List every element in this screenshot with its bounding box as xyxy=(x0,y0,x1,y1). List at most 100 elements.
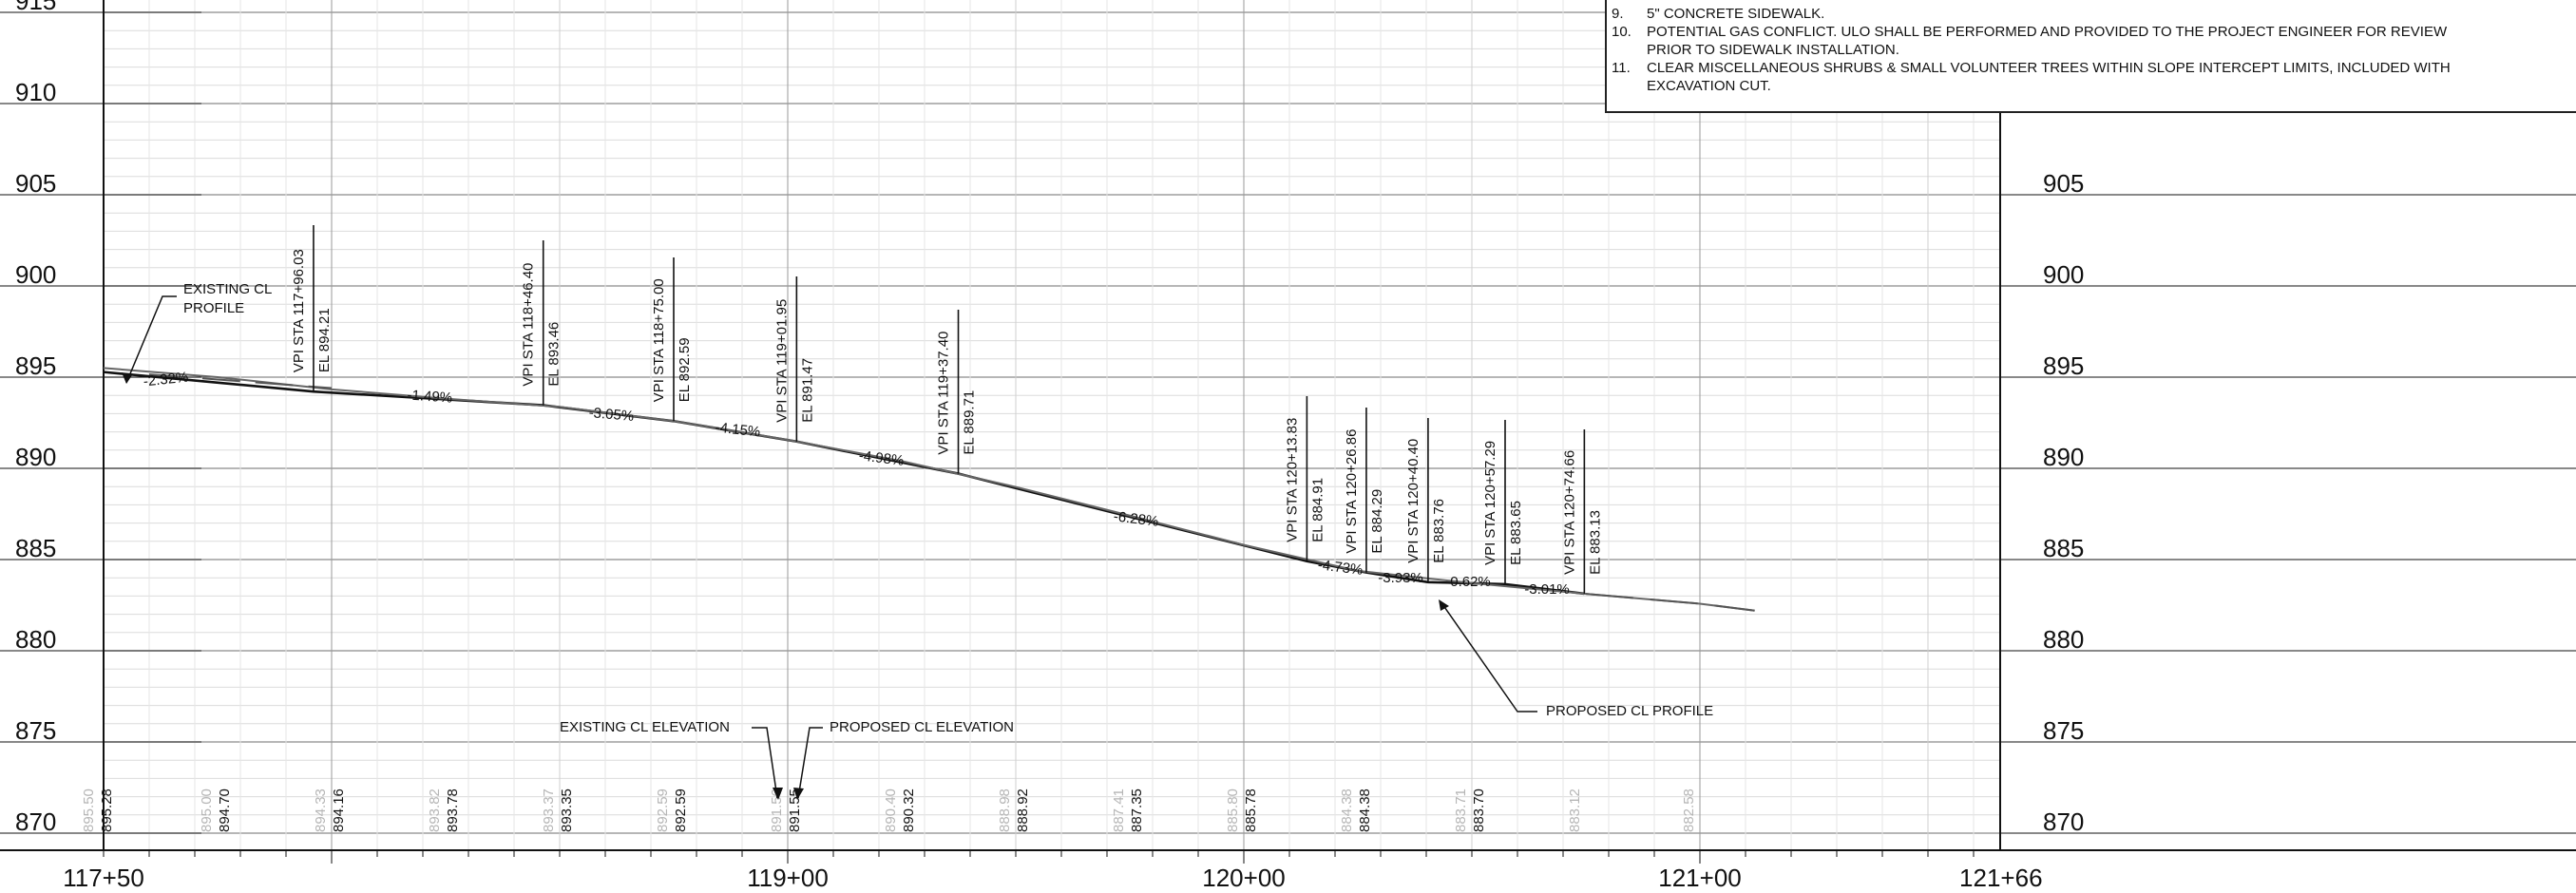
existing-elev-label: 892.59 xyxy=(655,788,671,832)
existing-elev-label: 888.98 xyxy=(997,788,1013,832)
proposed-elev-label: 893.78 xyxy=(445,788,461,832)
vpi-elevation: EL 893.46 xyxy=(546,322,563,387)
callout-arrowhead xyxy=(773,788,783,800)
callout-arrowhead xyxy=(793,788,804,800)
grade-label: -4.15% xyxy=(715,420,761,441)
vpi-elevation: EL 883.76 xyxy=(1431,499,1447,563)
proposed-elev-label: 894.70 xyxy=(217,788,233,832)
proposed-profile-callout: PROPOSED CL PROFILE xyxy=(1546,703,1713,719)
existing-elev-label: 894.33 xyxy=(313,788,329,832)
proposed-elev-label: 887.35 xyxy=(1129,788,1145,832)
vpi-elevation: EL 894.21 xyxy=(316,308,333,372)
y-label-left: 870 xyxy=(15,808,56,836)
proposed-elev-label: 888.92 xyxy=(1015,788,1031,832)
x-label: 117+50 xyxy=(63,864,144,892)
vpi-station: VPI STA 118+75.00 xyxy=(651,278,667,402)
callout-arrowhead xyxy=(1439,599,1449,611)
grade-label: -3.93% xyxy=(1378,570,1423,586)
callout-leader xyxy=(797,727,823,799)
callout-leader xyxy=(1440,600,1537,712)
vpi-elevation: EL 892.59 xyxy=(677,337,693,402)
callout-leader xyxy=(752,727,778,799)
existing-elev-label: 884.38 xyxy=(1339,788,1355,832)
proposed-elev-label: 895.28 xyxy=(99,788,115,832)
existing-profile-line xyxy=(103,367,1755,612)
grade-label: -3.01% xyxy=(1524,581,1570,598)
vpi-station: VPI STA 120+26.86 xyxy=(1344,429,1360,554)
y-label-right: 905 xyxy=(2043,169,2084,198)
x-label: 119+00 xyxy=(747,864,829,892)
grade-label: -0.62% xyxy=(1445,574,1491,590)
existing-elev-label: 882.58 xyxy=(1681,788,1697,832)
callout-leader xyxy=(125,295,177,384)
proposed-elev-label: 885.78 xyxy=(1243,788,1259,832)
profiles xyxy=(103,367,1755,612)
vpi-station: VPI STA 119+37.40 xyxy=(936,332,952,455)
y-label-left: 915 xyxy=(15,0,56,15)
grade-label: -2.32% xyxy=(143,370,189,390)
grade-label: -4.98% xyxy=(858,447,905,469)
callout-arrowhead xyxy=(122,372,132,384)
existing-elev-label: 891.56 xyxy=(769,788,785,832)
existing-elev-label: 885.80 xyxy=(1225,788,1241,832)
grid xyxy=(103,0,2000,850)
vpi-station: VPI STA 118+46.40 xyxy=(521,263,537,387)
existing-elev-label: 893.82 xyxy=(427,788,443,832)
callouts: EXISTING CL PROFILE PROPOSED CL PROFILE EXI… xyxy=(122,281,1713,800)
y-label-right: 870 xyxy=(2043,808,2084,836)
grade-labels: -2.32% -1.49% -3.05% -4.15% -4.98% -6.28% -4.7… xyxy=(143,370,1570,598)
axes xyxy=(0,0,2576,864)
proposed-elev-label: 894.16 xyxy=(331,788,347,832)
existing-elev-label: 893.37 xyxy=(541,788,557,832)
vpi-elevation: EL 884.91 xyxy=(1309,478,1326,542)
y-label-left: 905 xyxy=(15,169,56,198)
existing-profile-dashed-start xyxy=(148,373,333,390)
grade-label: -4.73% xyxy=(1317,557,1364,579)
x-label: 120+00 xyxy=(1202,864,1285,892)
vpi-station: VPI STA 117+96.03 xyxy=(291,249,307,372)
y-label-right: 885 xyxy=(2043,534,2084,562)
proposed-elevation-callout: PROPOSED CL ELEVATION xyxy=(830,719,1014,735)
y-label-right: 890 xyxy=(2043,443,2084,471)
general-notes: 9. 5" CONCRETE SIDEWALK. 10. POTENTIAL G… xyxy=(1605,0,2576,113)
existing-profile-callout: PROFILE xyxy=(183,300,244,316)
vpi-elevation: EL 883.65 xyxy=(1508,501,1524,565)
y-label-left: 875 xyxy=(15,716,56,745)
vpi-elevation: EL 883.13 xyxy=(1587,510,1603,575)
existing-elev-label: 895.00 xyxy=(199,788,215,832)
proposed-elev-label: 883.70 xyxy=(1471,788,1487,832)
y-label-left: 890 xyxy=(15,443,56,471)
y-label-right: 900 xyxy=(2043,260,2084,289)
proposed-elev-label: 893.35 xyxy=(559,788,575,832)
proposed-elev-label: 891.55 xyxy=(787,788,803,832)
axis-labels: 915 910 905 900 895 890 885 880 875 870 905 900 895 8… xyxy=(15,0,2084,892)
vpi-station: VPI STA 119+01.95 xyxy=(773,299,790,423)
x-label: 121+66 xyxy=(1959,864,2042,892)
grade-label: -6.28% xyxy=(1113,508,1159,530)
existing-elev-label: 890.40 xyxy=(883,788,899,832)
existing-elev-label: 895.50 xyxy=(81,788,97,832)
existing-elev-label: 883.12 xyxy=(1567,788,1583,832)
existing-elevation-callout: EXISTING CL ELEVATION xyxy=(560,719,730,735)
grade-label: -3.05% xyxy=(588,405,635,425)
vpi-station: VPI STA 120+40.40 xyxy=(1405,439,1422,563)
existing-elev-label: 887.41 xyxy=(1111,788,1127,832)
x-label: 121+00 xyxy=(1658,864,1741,892)
vpi-station: VPI STA 120+74.66 xyxy=(1561,450,1577,575)
y-label-right: 895 xyxy=(2043,352,2084,380)
proposed-profile-line xyxy=(103,370,1585,596)
proposed-elev-label: 890.32 xyxy=(901,788,917,832)
existing-profile-dashed xyxy=(1585,593,1755,612)
y-label-left: 885 xyxy=(15,534,56,562)
grade-label: -1.49% xyxy=(407,387,453,406)
y-label-left: 880 xyxy=(15,625,56,654)
elevation-labels: 895.50 895.00 894.33 893.82 893.37 892.59 891.… xyxy=(81,788,1697,832)
vpi-annotations: VPI STA 117+96.03 EL 894.21 VPI STA 118+46… xyxy=(291,225,1603,594)
vpi-station: VPI STA 120+13.83 xyxy=(1284,418,1300,542)
y-label-right: 880 xyxy=(2043,625,2084,654)
y-label-left: 895 xyxy=(15,352,56,380)
vpi-elevation: EL 891.47 xyxy=(799,358,815,423)
vpi-elevation: EL 889.71 xyxy=(962,390,978,455)
existing-profile-callout: EXISTING CL xyxy=(183,281,272,297)
